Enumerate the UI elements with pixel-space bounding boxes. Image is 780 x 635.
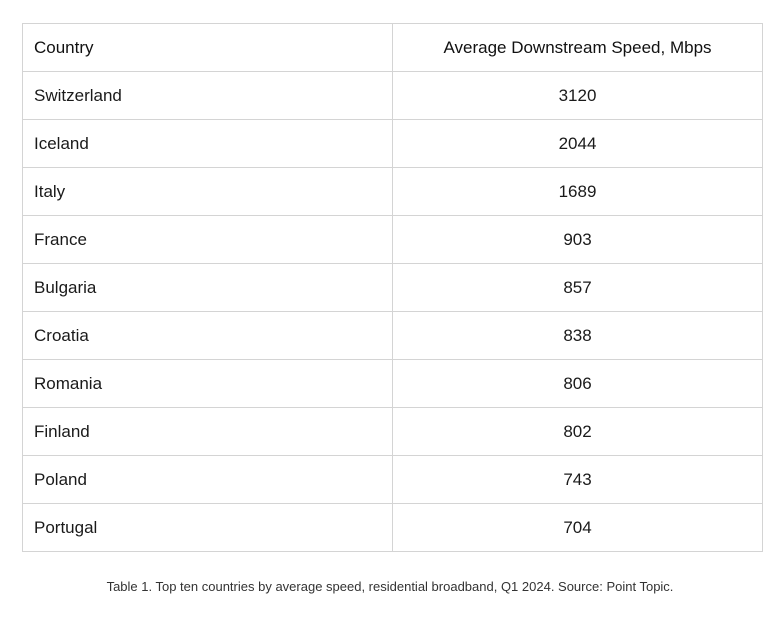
speed-table-container: Country Average Downstream Speed, Mbps S…	[22, 23, 763, 552]
speed-cell: 2044	[392, 119, 763, 168]
table-row: Poland 743	[22, 455, 763, 504]
country-cell: Romania	[22, 359, 393, 408]
speed-column-header: Average Downstream Speed, Mbps	[392, 23, 763, 72]
country-cell: France	[22, 215, 393, 264]
country-cell: Bulgaria	[22, 263, 393, 312]
table-row: Portugal 704	[22, 503, 763, 552]
table-row: Croatia 838	[22, 311, 763, 360]
table-row: Finland 802	[22, 407, 763, 456]
speed-cell: 743	[392, 455, 763, 504]
speed-cell: 3120	[392, 71, 763, 120]
country-cell: Portugal	[22, 503, 393, 552]
speed-cell: 838	[392, 311, 763, 360]
table-row: Bulgaria 857	[22, 263, 763, 312]
country-cell: Switzerland	[22, 71, 393, 120]
country-cell: Iceland	[22, 119, 393, 168]
country-cell: Finland	[22, 407, 393, 456]
speed-cell: 1689	[392, 167, 763, 216]
speed-cell: 802	[392, 407, 763, 456]
table-row: Romania 806	[22, 359, 763, 408]
country-cell: Poland	[22, 455, 393, 504]
speed-table: Country Average Downstream Speed, Mbps S…	[22, 23, 763, 552]
table-row: Iceland 2044	[22, 119, 763, 168]
country-cell: Italy	[22, 167, 393, 216]
speed-cell: 704	[392, 503, 763, 552]
table-header-row: Country Average Downstream Speed, Mbps	[22, 23, 763, 72]
table-row: Italy 1689	[22, 167, 763, 216]
speed-cell: 806	[392, 359, 763, 408]
table-row: France 903	[22, 215, 763, 264]
table-row: Switzerland 3120	[22, 71, 763, 120]
country-column-header: Country	[22, 23, 393, 72]
country-cell: Croatia	[22, 311, 393, 360]
speed-cell: 903	[392, 215, 763, 264]
table-caption: Table 1. Top ten countries by average sp…	[106, 579, 674, 594]
speed-cell: 857	[392, 263, 763, 312]
table-body: Switzerland 3120 Iceland 2044 Italy 1689 Franc…	[22, 71, 763, 552]
